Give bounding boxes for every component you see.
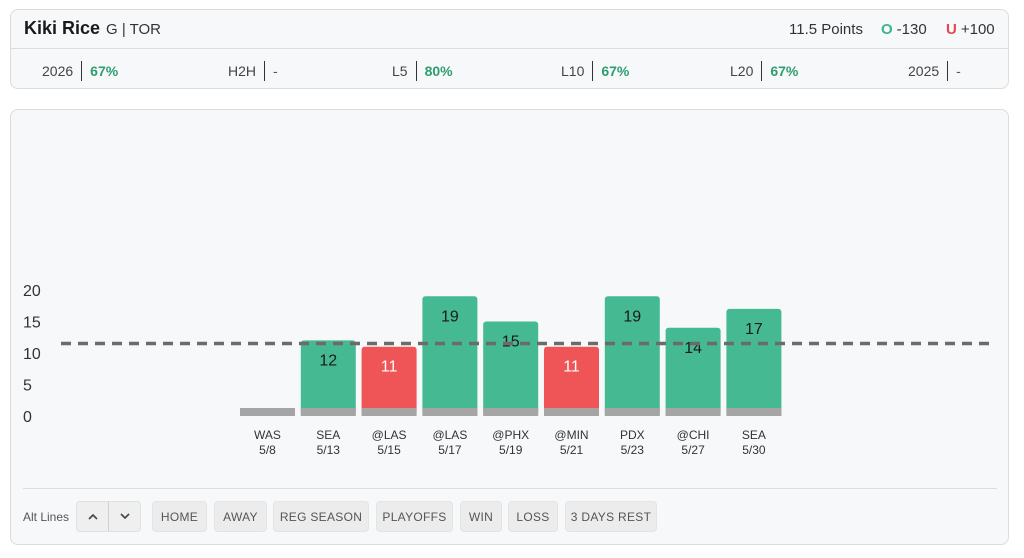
alt-line-up-button[interactable] bbox=[77, 502, 108, 531]
x-tick-label: @MIN bbox=[554, 428, 588, 442]
bar-baseline bbox=[483, 408, 539, 416]
controls-divider bbox=[23, 488, 997, 489]
stat-value: - bbox=[956, 63, 961, 79]
filter-loss-button[interactable]: LOSS bbox=[508, 501, 558, 532]
under-odds-value: +100 bbox=[960, 21, 995, 38]
hit-rate-stats-row: 2026 67% H2H - L5 80% L10 67% L20 67% 2025- bbox=[11, 50, 1008, 89]
bar-value-label: 12 bbox=[319, 352, 337, 369]
bar bbox=[726, 308, 782, 416]
points-bar-chart: 05101520WAS5/812SEA5/1311@LAS5/1519@LAS5… bbox=[23, 283, 996, 457]
stat-divider bbox=[761, 61, 763, 81]
stat-h2h[interactable]: H2H - bbox=[228, 61, 278, 81]
player-position-team: G | TOR bbox=[106, 21, 162, 38]
stat-label: L5 bbox=[392, 63, 408, 79]
x-tick-date: 5/23 bbox=[621, 443, 645, 457]
stat-divider bbox=[81, 61, 83, 81]
bar-baseline bbox=[604, 408, 660, 416]
stat-2025[interactable]: 2025- bbox=[908, 61, 961, 81]
x-tick-date: 5/13 bbox=[317, 443, 341, 457]
y-tick-label: 0 bbox=[23, 409, 32, 426]
bar bbox=[361, 346, 417, 416]
stat-2026[interactable]: 2026 67% bbox=[42, 61, 118, 81]
filter-reg-season-button[interactable]: REG SEASON bbox=[273, 501, 369, 532]
x-tick-label: @CHI bbox=[677, 428, 710, 442]
stat-l10[interactable]: L10 67% bbox=[561, 61, 629, 81]
x-tick-date: 5/17 bbox=[438, 443, 462, 457]
x-tick-label: @LAS bbox=[432, 428, 467, 442]
bar bbox=[665, 327, 721, 416]
filter-playoffs-button[interactable]: PLAYOFFS bbox=[376, 501, 453, 532]
stat-divider bbox=[592, 61, 594, 81]
filter-3-days-rest-button[interactable]: 3 DAYS REST bbox=[565, 501, 657, 532]
bar-baseline bbox=[361, 408, 417, 416]
player-name: Kiki Rice bbox=[24, 18, 101, 38]
stat-value: 67% bbox=[770, 63, 799, 79]
bar-baseline bbox=[300, 408, 356, 416]
bar-baseline bbox=[240, 408, 295, 416]
stat-label: L20 bbox=[730, 63, 754, 79]
chevron-up-icon bbox=[88, 513, 98, 520]
bar bbox=[422, 296, 478, 416]
stat-divider bbox=[415, 61, 417, 81]
x-tick-date: 5/27 bbox=[681, 443, 705, 457]
stat-label: 2025 bbox=[908, 63, 940, 79]
stat-divider bbox=[264, 61, 266, 81]
bar-value-label: 17 bbox=[745, 321, 763, 338]
under-mark: U bbox=[946, 21, 957, 38]
alt-lines-label: Alt Lines bbox=[23, 510, 70, 524]
x-tick-label: @LAS bbox=[372, 428, 407, 442]
x-tick-date: 5/19 bbox=[499, 443, 523, 457]
y-tick-label: 20 bbox=[23, 283, 41, 300]
stat-l20[interactable]: L20 67% bbox=[730, 61, 798, 81]
prop-line: 11.5 Points bbox=[789, 21, 863, 38]
y-tick-label: 15 bbox=[23, 315, 41, 332]
bar bbox=[544, 346, 599, 416]
x-tick-date: 5/15 bbox=[377, 443, 401, 457]
bar-baseline bbox=[726, 408, 782, 416]
over-mark: O bbox=[881, 21, 893, 38]
stat-value: - bbox=[273, 63, 278, 79]
bar-value-label: 19 bbox=[441, 308, 459, 325]
stat-label: H2H bbox=[228, 63, 257, 79]
stat-label: 2026 bbox=[42, 63, 74, 79]
x-tick-date: 5/8 bbox=[259, 443, 276, 457]
stat-value: 80% bbox=[424, 63, 453, 79]
chevron-down-icon bbox=[120, 513, 130, 520]
stat-value: 67% bbox=[90, 63, 119, 79]
bar bbox=[604, 296, 660, 416]
filter-away-button[interactable]: AWAY bbox=[214, 501, 267, 532]
game-log-chart-card: 0 5 10 15 20 WAS 5/8 12 SEA 5/13 11 @LAS 5/15 19 @LAS 5… bbox=[10, 109, 1009, 545]
x-tick-label: WAS bbox=[254, 428, 281, 442]
filter-home-button[interactable]: HOME bbox=[152, 501, 207, 532]
filter-win-button[interactable]: WIN bbox=[460, 501, 502, 532]
x-tick-label: SEA bbox=[742, 428, 766, 442]
bar-value-label: 19 bbox=[623, 308, 641, 325]
player-row: Kiki Rice G | TOR 11.5 Points O -130 U +10… bbox=[11, 10, 1008, 49]
bar-baseline bbox=[422, 408, 478, 416]
stat-l5[interactable]: L5 80% bbox=[392, 61, 453, 81]
bar-baseline bbox=[544, 408, 599, 416]
bar-value-label: 11 bbox=[563, 359, 580, 376]
bar bbox=[300, 340, 356, 416]
x-tick-date: 5/21 bbox=[560, 443, 584, 457]
player-prop-header-card: Kiki Rice G | TOR 11.5 Points O -130 U +10… bbox=[10, 9, 1009, 89]
under-odds[interactable]: U +100 bbox=[946, 21, 995, 38]
over-odds-value: -130 bbox=[896, 21, 927, 38]
stat-divider bbox=[947, 61, 949, 81]
alt-lines-stepper bbox=[76, 501, 141, 532]
bar-baseline bbox=[665, 408, 721, 416]
bar-value-label: 11 bbox=[381, 359, 398, 376]
x-tick-label: @PHX bbox=[492, 428, 529, 442]
over-odds[interactable]: O -130 bbox=[881, 21, 927, 38]
y-tick-label: 10 bbox=[23, 346, 41, 363]
x-tick-label: SEA bbox=[316, 428, 340, 442]
alt-line-down-button[interactable] bbox=[108, 502, 140, 531]
stat-value: 67% bbox=[601, 63, 630, 79]
y-tick-label: 5 bbox=[23, 378, 32, 395]
x-tick-date: 5/30 bbox=[742, 443, 766, 457]
x-tick-label: PDX bbox=[620, 428, 645, 442]
stat-label: L10 bbox=[561, 63, 585, 79]
